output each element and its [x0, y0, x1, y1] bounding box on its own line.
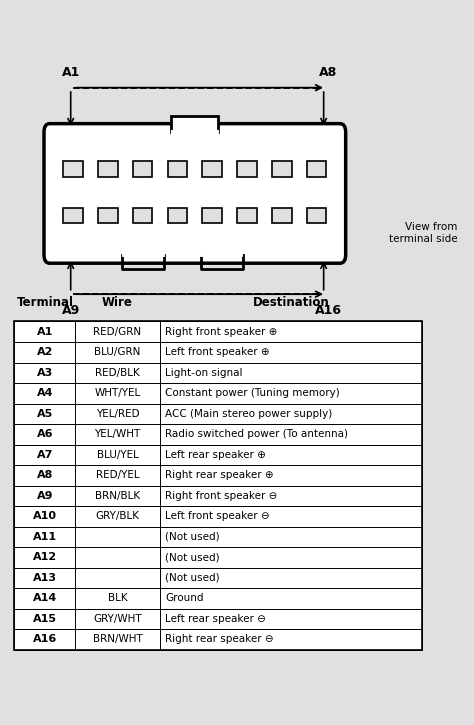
- Text: Light-on signal: Light-on signal: [165, 368, 243, 378]
- Text: A9: A9: [62, 304, 80, 318]
- Text: BRN/WHT: BRN/WHT: [93, 634, 142, 645]
- Text: Destination: Destination: [253, 296, 329, 309]
- Text: A2: A2: [37, 347, 53, 357]
- Bar: [15, 424, 422, 444]
- Bar: [307, 161, 327, 177]
- Bar: [272, 207, 292, 223]
- Bar: [202, 161, 222, 177]
- Bar: [15, 608, 422, 629]
- Text: Left rear speaker ⊖: Left rear speaker ⊖: [165, 614, 266, 623]
- Bar: [15, 321, 422, 650]
- Bar: [98, 207, 118, 223]
- Text: YEL/RED: YEL/RED: [96, 409, 139, 419]
- Text: A16: A16: [33, 634, 57, 645]
- Bar: [98, 161, 118, 177]
- Text: BRN/BLK: BRN/BLK: [95, 491, 140, 501]
- Bar: [15, 588, 422, 608]
- Text: Right front speaker ⊕: Right front speaker ⊕: [165, 327, 278, 336]
- Bar: [15, 404, 422, 424]
- Text: Left front speaker ⊖: Left front speaker ⊖: [165, 511, 270, 521]
- Bar: [15, 321, 422, 342]
- Text: RED/YEL: RED/YEL: [96, 471, 139, 480]
- Text: Right rear speaker ⊕: Right rear speaker ⊕: [165, 471, 274, 480]
- Text: Right front speaker ⊖: Right front speaker ⊖: [165, 491, 278, 501]
- Bar: [15, 568, 422, 588]
- Text: YEL/WHT: YEL/WHT: [94, 429, 141, 439]
- Bar: [15, 444, 422, 465]
- Text: A12: A12: [33, 552, 57, 563]
- Bar: [15, 383, 422, 404]
- Bar: [307, 207, 327, 223]
- Text: Ground: Ground: [165, 593, 204, 603]
- Text: A7: A7: [37, 450, 53, 460]
- Bar: [15, 526, 422, 547]
- Text: A11: A11: [33, 531, 57, 542]
- Bar: [15, 629, 422, 650]
- Text: A10: A10: [33, 511, 57, 521]
- Bar: [15, 486, 422, 506]
- Bar: [63, 161, 83, 177]
- Bar: [15, 547, 422, 568]
- Text: A5: A5: [37, 409, 53, 419]
- Bar: [15, 342, 422, 362]
- Text: A4: A4: [36, 389, 53, 398]
- Bar: [133, 161, 153, 177]
- Bar: [63, 207, 83, 223]
- Text: Constant power (Tuning memory): Constant power (Tuning memory): [165, 389, 340, 398]
- Text: View from
terminal side: View from terminal side: [389, 222, 457, 244]
- Bar: [15, 465, 422, 486]
- Text: GRY/WHT: GRY/WHT: [93, 614, 142, 623]
- Bar: [272, 161, 292, 177]
- Text: (Not used): (Not used): [165, 552, 220, 563]
- Text: WHT/YEL: WHT/YEL: [94, 389, 141, 398]
- Text: A3: A3: [37, 368, 53, 378]
- Bar: [168, 207, 187, 223]
- Text: Radio switched power (To antenna): Radio switched power (To antenna): [165, 429, 348, 439]
- Text: BLU/GRN: BLU/GRN: [94, 347, 141, 357]
- Text: Left rear speaker ⊕: Left rear speaker ⊕: [165, 450, 266, 460]
- Bar: [15, 506, 422, 526]
- Text: ACC (Main stereo power supply): ACC (Main stereo power supply): [165, 409, 333, 419]
- FancyBboxPatch shape: [44, 124, 346, 263]
- Bar: [202, 207, 222, 223]
- Text: Wire: Wire: [102, 296, 133, 309]
- FancyBboxPatch shape: [172, 117, 218, 132]
- Text: A15: A15: [33, 614, 57, 623]
- Bar: [237, 161, 257, 177]
- Text: RED/GRN: RED/GRN: [93, 327, 142, 336]
- Text: A1: A1: [62, 66, 80, 79]
- Text: (Not used): (Not used): [165, 573, 220, 583]
- Text: Left front speaker ⊕: Left front speaker ⊕: [165, 347, 270, 357]
- Text: Terminal: Terminal: [17, 296, 73, 309]
- Text: A8: A8: [319, 66, 337, 79]
- Bar: [168, 161, 187, 177]
- Text: A1: A1: [37, 327, 53, 336]
- Bar: [15, 362, 422, 383]
- Text: A9: A9: [36, 491, 53, 501]
- Text: A13: A13: [33, 573, 57, 583]
- Text: Right rear speaker ⊖: Right rear speaker ⊖: [165, 634, 274, 645]
- Text: (Not used): (Not used): [165, 531, 220, 542]
- Text: GRY/BLK: GRY/BLK: [96, 511, 139, 521]
- Text: A6: A6: [36, 429, 53, 439]
- Text: A16: A16: [315, 304, 342, 318]
- Text: A14: A14: [33, 593, 57, 603]
- Bar: [133, 207, 153, 223]
- Text: BLU/YEL: BLU/YEL: [97, 450, 138, 460]
- Text: A8: A8: [37, 471, 53, 480]
- Text: BLK: BLK: [108, 593, 128, 603]
- Bar: [237, 207, 257, 223]
- Text: RED/BLK: RED/BLK: [95, 368, 140, 378]
